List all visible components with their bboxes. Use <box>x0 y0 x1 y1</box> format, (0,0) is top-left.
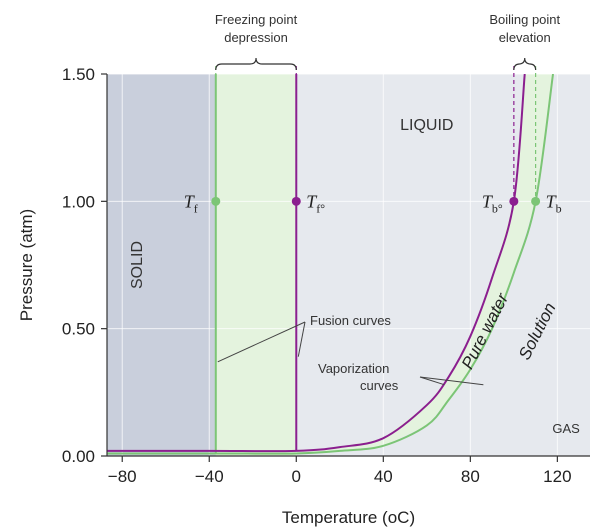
gas-region-label: GAS <box>552 421 580 436</box>
fusion-leader-pure <box>297 321 306 357</box>
solid-region-background <box>107 74 216 456</box>
solution-vaporization-curve <box>107 74 555 455</box>
tick-labels: −80 −40 0 40 80 120 0.00 0.50 1.00 1.50 <box>62 65 572 486</box>
freezing-depression-band <box>215 74 297 456</box>
vaporization-band <box>296 74 554 454</box>
pure-water-vaporization-curve <box>107 74 526 453</box>
boiling-point-annotation-line2: elevation <box>499 30 551 45</box>
phase-point-marker <box>291 196 301 206</box>
x-tick-label: 80 <box>461 467 480 486</box>
boiling-point-brace <box>513 57 537 71</box>
freezing-point-annotation-line1: Freezing point <box>215 12 298 27</box>
vapor-leader-pure <box>419 376 445 386</box>
phase-point-marker <box>509 196 519 206</box>
y-tick-label: 0.50 <box>62 320 95 339</box>
y-tick-label: 0.00 <box>62 447 95 466</box>
x-axis-title: Temperature (oC) <box>282 508 415 527</box>
fusion-curves-annotation: Fusion curves <box>310 313 391 328</box>
x-tick-label: −40 <box>195 467 224 486</box>
annotation-leader-lines <box>217 321 484 386</box>
phase-point-marker <box>531 196 541 206</box>
vapor-leader-solution <box>419 376 484 386</box>
y-tick-label: 1.50 <box>62 65 95 84</box>
x-tick-label: 120 <box>543 467 571 486</box>
vaporization-curves-annotation-line1: Vaporization <box>318 361 389 376</box>
tick-marks <box>101 73 558 462</box>
boiling-point-annotation-line1: Boiling point <box>489 12 560 27</box>
phase-point-marker <box>211 196 221 206</box>
solid-region-label: SOLID <box>129 241 146 289</box>
y-axis-title: Pressure (atm) <box>17 209 36 321</box>
liquid-region-label: LIQUID <box>400 117 453 134</box>
fusion-leader-solution <box>217 321 306 363</box>
freezing-point-brace <box>215 57 297 71</box>
vaporization-curves-annotation-line2: curves <box>360 378 399 393</box>
x-tick-label: 40 <box>374 467 393 486</box>
freezing-point-annotation-line2: depression <box>224 30 288 45</box>
dashed-guides <box>215 66 537 202</box>
x-tick-label: −80 <box>108 467 137 486</box>
y-tick-label: 1.00 <box>62 192 95 211</box>
x-tick-label: 0 <box>292 467 301 486</box>
